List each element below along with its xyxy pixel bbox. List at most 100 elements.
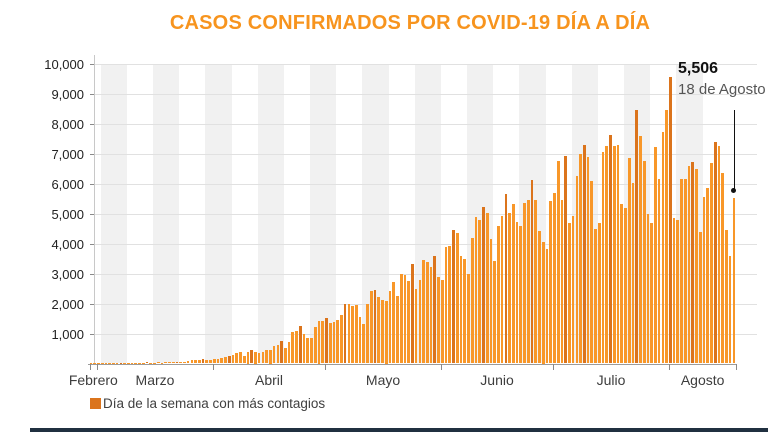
- daily-case-bar: [680, 179, 683, 364]
- daily-case-bar: [463, 258, 467, 364]
- gridline: [94, 244, 757, 245]
- daily-case-bar: [325, 318, 328, 364]
- daily-case-bar: [134, 362, 138, 364]
- daily-case-bar: [104, 362, 108, 364]
- x-axis-tick: [553, 364, 555, 370]
- y-axis-line: [94, 55, 95, 364]
- daily-case-bar: [732, 198, 736, 364]
- daily-case-bar: [160, 362, 164, 364]
- daily-case-bar: [141, 362, 145, 364]
- daily-case-bar: [377, 296, 381, 364]
- daily-case-bar: [583, 145, 586, 364]
- daily-case-bar: [470, 237, 474, 364]
- daily-case-bar: [343, 303, 347, 364]
- daily-case-bar: [205, 360, 209, 364]
- x-axis-tick: [212, 364, 214, 370]
- daily-case-bar: [336, 320, 339, 364]
- y-axis-label: 10,000: [44, 57, 84, 72]
- daily-case-bar: [672, 217, 676, 364]
- daily-case-bar: [590, 180, 594, 364]
- daily-case-bar: [597, 222, 601, 364]
- daily-case-bar: [474, 217, 478, 364]
- daily-case-bar: [246, 352, 250, 364]
- daily-case-bar: [186, 360, 190, 364]
- daily-case-bar: [171, 362, 175, 364]
- daily-case-bar: [392, 282, 396, 364]
- daily-case-bar: [272, 346, 276, 364]
- y-axis-label: 1,000: [51, 327, 84, 342]
- daily-case-bar: [388, 291, 392, 364]
- daily-case-bar: [100, 362, 104, 364]
- x-axis-tick: [736, 364, 738, 370]
- daily-case-bar: [426, 262, 429, 364]
- daily-case-bar: [612, 145, 616, 364]
- daily-case-bar: [710, 162, 713, 364]
- x-axis-line: [88, 364, 736, 365]
- daily-case-bar: [455, 233, 459, 364]
- daily-case-bar: [250, 350, 254, 364]
- daily-case-bar: [362, 324, 366, 364]
- daily-case-bar: [657, 179, 661, 364]
- daily-case-bar: [609, 135, 612, 364]
- daily-case-bar: [500, 215, 504, 364]
- daily-case-bar: [624, 208, 627, 364]
- gridline: [94, 64, 757, 65]
- daily-case-bar: [706, 187, 710, 364]
- daily-case-bar: [384, 301, 388, 364]
- daily-case-bar: [179, 361, 182, 364]
- x-axis-tick: [89, 364, 91, 370]
- gridline: [94, 304, 757, 305]
- daily-case-bar: [257, 352, 261, 364]
- daily-case-bar: [358, 316, 362, 364]
- y-axis-tick: [90, 244, 94, 245]
- daily-case-bar: [194, 359, 197, 364]
- daily-case-bar: [175, 361, 179, 364]
- daily-case-bar: [433, 255, 437, 364]
- daily-case-bar: [93, 362, 97, 364]
- gridline: [94, 274, 757, 275]
- daily-case-bar: [452, 230, 455, 364]
- daily-case-bar: [564, 156, 567, 364]
- daily-case-bar: [549, 200, 553, 364]
- daily-case-bar: [586, 156, 590, 364]
- daily-case-bar: [497, 225, 500, 364]
- daily-case-bar: [340, 315, 343, 364]
- annotation-date: 18 de Agosto: [678, 81, 766, 98]
- daily-case-bar: [269, 350, 272, 364]
- daily-case-bar: [396, 296, 399, 364]
- daily-case-bar: [306, 338, 310, 364]
- daily-case-bar: [627, 157, 631, 364]
- daily-case-bar: [545, 249, 549, 364]
- daily-case-bar: [639, 136, 642, 364]
- y-axis-tick: [90, 304, 94, 305]
- daily-case-bar: [515, 221, 519, 364]
- daily-case-bar: [594, 229, 597, 364]
- y-axis-tick: [90, 184, 94, 185]
- daily-case-bar: [511, 204, 515, 364]
- x-axis-month-label: Julio: [596, 372, 626, 388]
- daily-case-bar: [620, 204, 624, 364]
- daily-case-bar: [399, 274, 403, 364]
- gridline: [94, 214, 757, 215]
- daily-case-bar: [407, 280, 411, 364]
- daily-case-bar: [298, 326, 302, 364]
- daily-case-bar: [553, 193, 556, 364]
- y-axis-tick: [90, 214, 94, 215]
- daily-case-bar: [526, 200, 530, 364]
- daily-case-bar: [478, 219, 482, 364]
- y-axis-label: 7,000: [51, 147, 84, 162]
- daily-case-bar: [112, 362, 115, 364]
- y-axis-label: 9,000: [51, 87, 84, 102]
- daily-case-bar: [317, 320, 321, 364]
- daily-case-bar: [313, 326, 317, 364]
- daily-case-bar: [575, 175, 579, 364]
- x-axis-month-label: Marzo: [135, 372, 175, 388]
- daily-case-bar: [683, 179, 687, 364]
- daily-case-bar: [183, 362, 186, 364]
- daily-case-bar: [212, 358, 216, 364]
- annotation-value: 5,506: [678, 60, 719, 77]
- daily-case-bar: [366, 303, 369, 364]
- gridline: [94, 334, 757, 335]
- daily-case-bar: [332, 322, 336, 364]
- daily-case-bar: [665, 109, 668, 364]
